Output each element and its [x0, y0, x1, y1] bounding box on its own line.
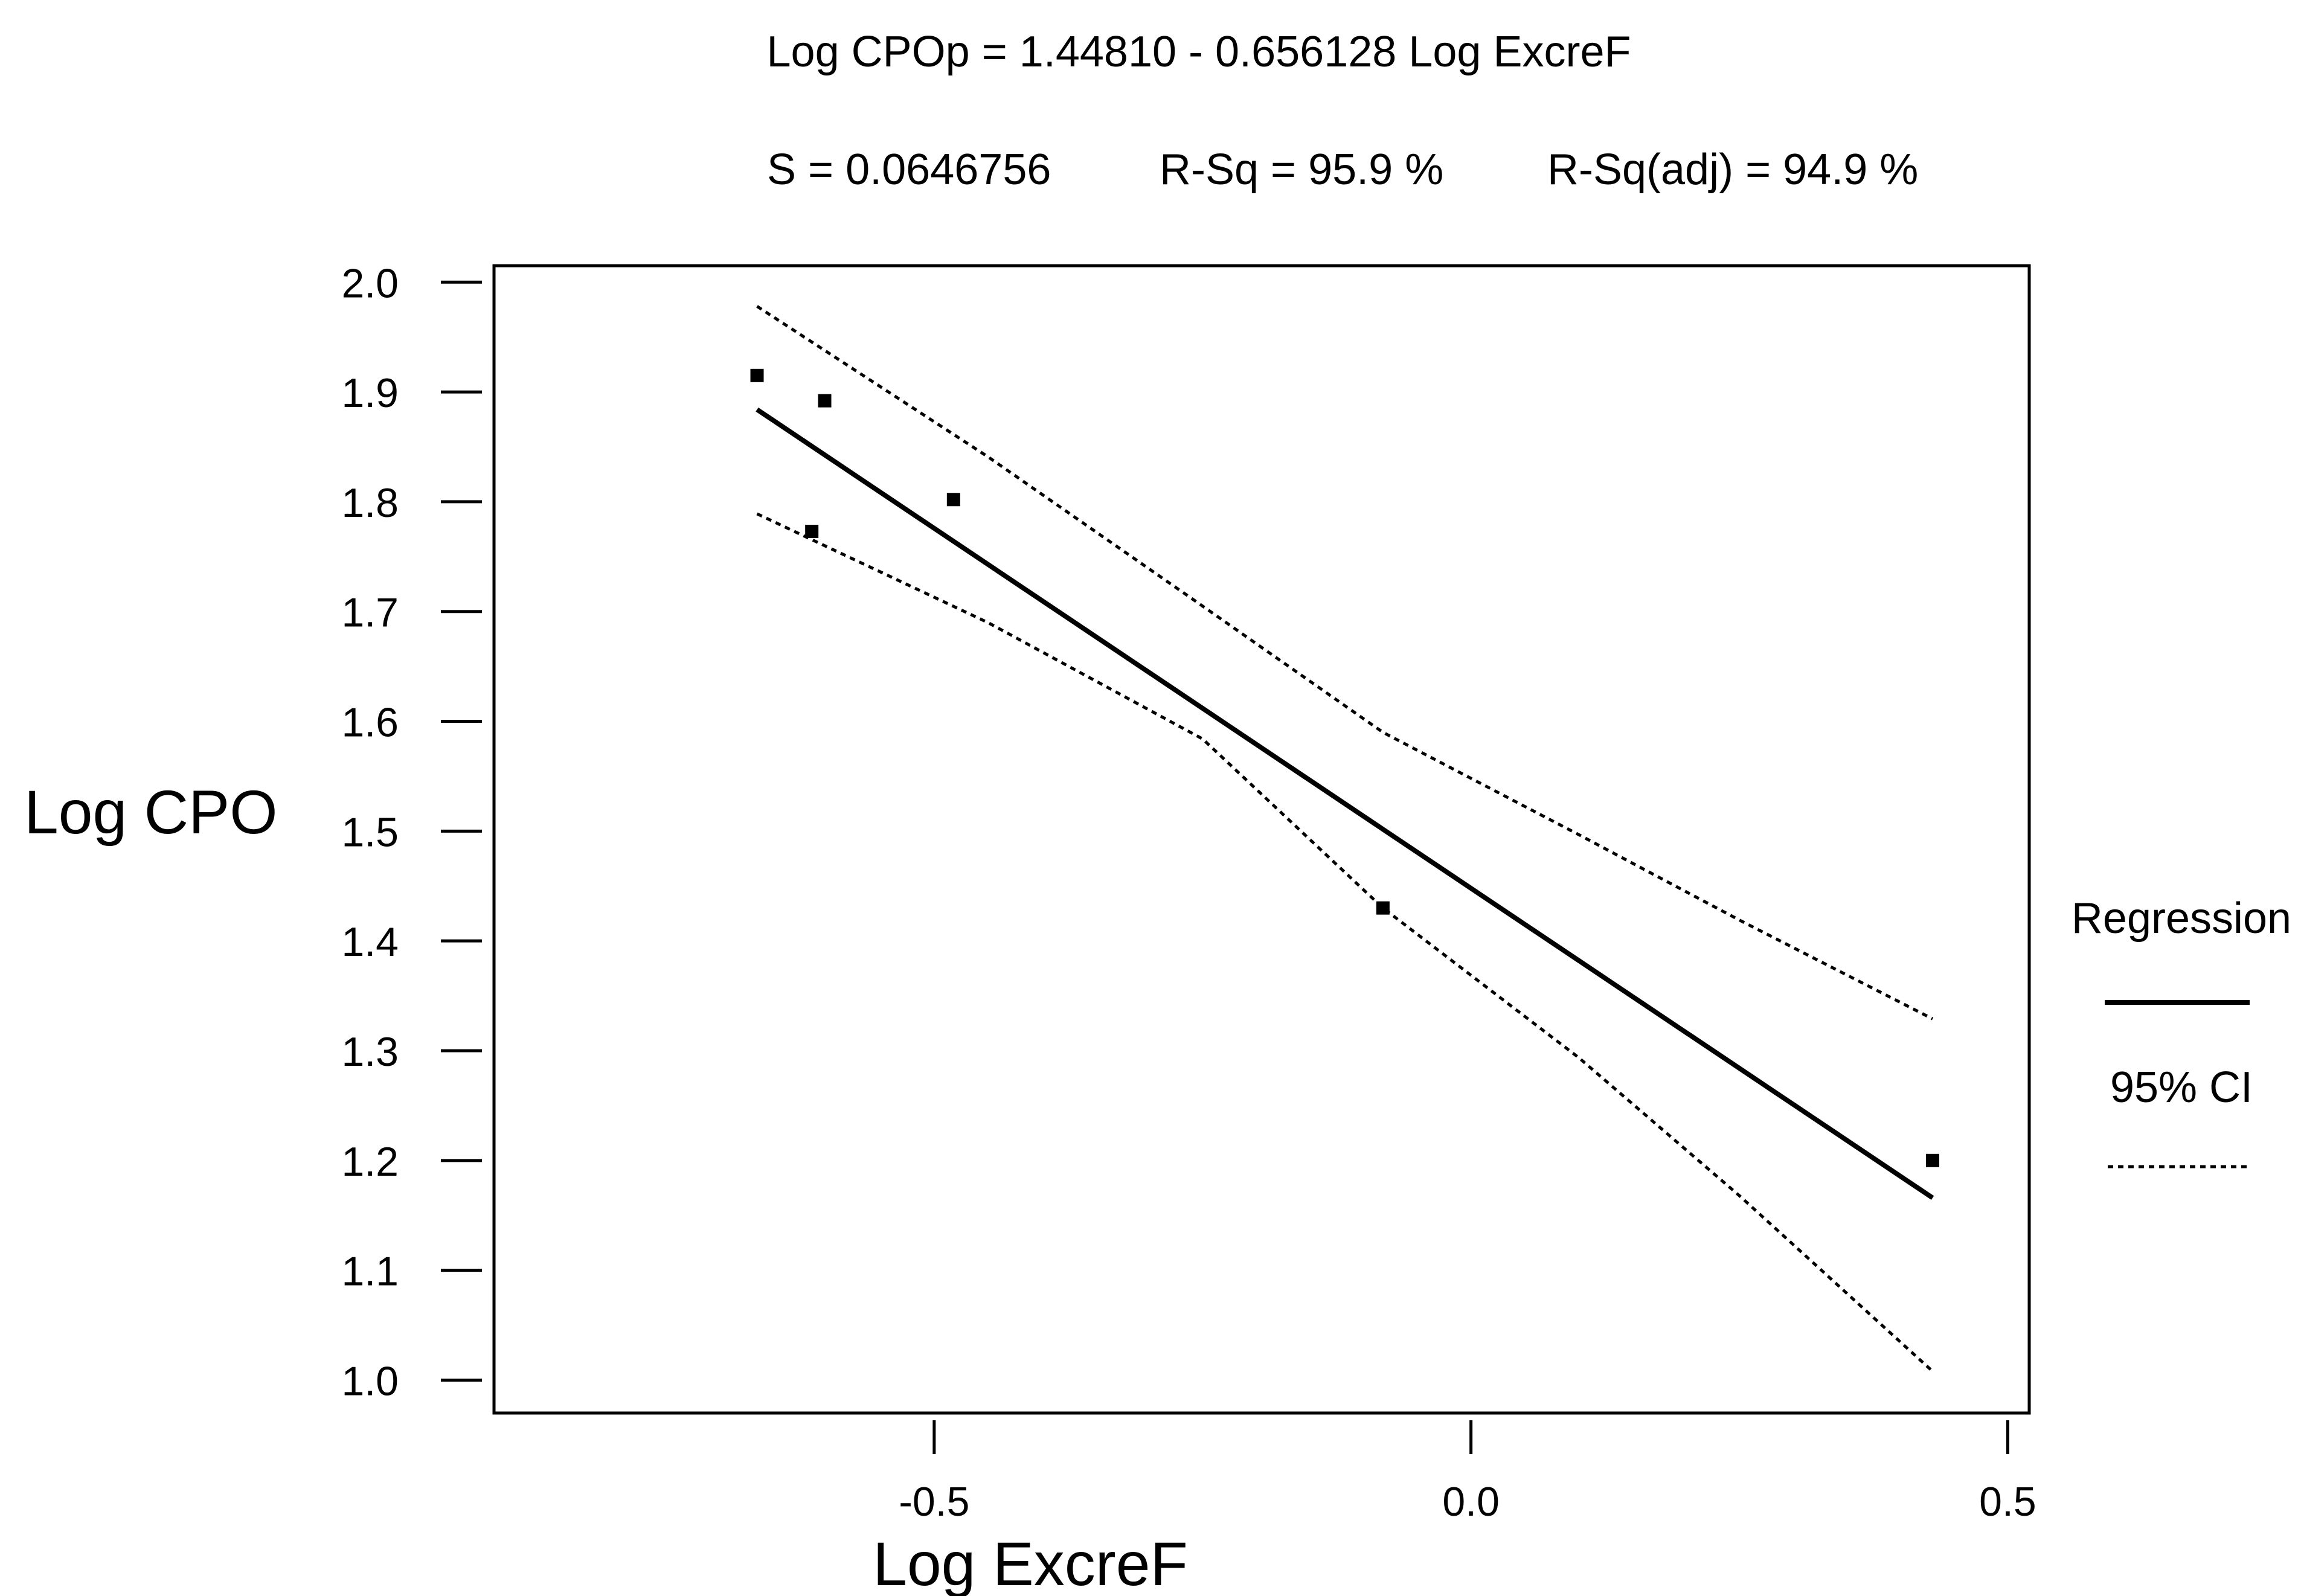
stat-s: S = 0.0646756 — [767, 146, 1051, 194]
y-tick-label: 1.4 — [341, 919, 399, 965]
y-tick-label: 1.8 — [341, 480, 399, 526]
y-tick-label: 1.3 — [341, 1029, 399, 1075]
x-tick-label: 0.0 — [1442, 1479, 1500, 1525]
data-point — [1926, 1153, 1940, 1167]
data-point — [805, 525, 819, 538]
regression-stats: S = 0.0646756 R-Sq = 95.9 % R-Sq(adj) = … — [767, 146, 1918, 194]
x-axis-label: Log ExcreF — [873, 1530, 1188, 1596]
legend: Regression 95% CI — [2072, 894, 2291, 1168]
y-tick-label: 1.9 — [341, 370, 399, 416]
data-point — [750, 368, 764, 382]
stat-rsq-adj: R-Sq(adj) = 94.9 % — [1547, 146, 1918, 194]
plot-frame — [492, 264, 2031, 1415]
series-layer — [756, 305, 1934, 1373]
ci-upper-line — [756, 305, 1934, 1021]
data-point — [818, 394, 832, 408]
x-tick-label: -0.5 — [899, 1479, 969, 1525]
legend-label-ci: 95% CI — [2110, 1063, 2253, 1112]
data-points — [750, 368, 1940, 1167]
data-point — [946, 493, 960, 507]
legend-label-regression: Regression — [2072, 894, 2291, 943]
y-axis: 1.0 1.1 1.2 1.3 1.4 1.5 1.6 1.7 1.8 1.9 2.0 — [341, 260, 482, 1404]
x-axis: -0.5 0.0 0.5 — [899, 1420, 2036, 1525]
y-tick-label: 1.5 — [341, 809, 399, 855]
x-tick-label: 0.5 — [1979, 1479, 2036, 1525]
chart-title: Log CPOp = 1.44810 - 0.656128 Log ExcreF — [767, 28, 1631, 76]
y-tick-label: 1.0 — [341, 1358, 399, 1404]
regression-line — [756, 407, 1934, 1200]
y-axis-label: Log CPO — [24, 778, 278, 847]
y-tick-label: 1.7 — [341, 590, 399, 636]
stat-rsq: R-Sq = 95.9 % — [1160, 146, 1443, 194]
y-tick-label: 1.1 — [341, 1249, 399, 1295]
ci-lower-line — [756, 512, 1934, 1373]
data-point — [1376, 901, 1390, 915]
y-tick-label: 1.6 — [341, 700, 399, 746]
y-tick-label: 2.0 — [341, 260, 399, 306]
y-tick-label: 1.2 — [341, 1139, 399, 1185]
